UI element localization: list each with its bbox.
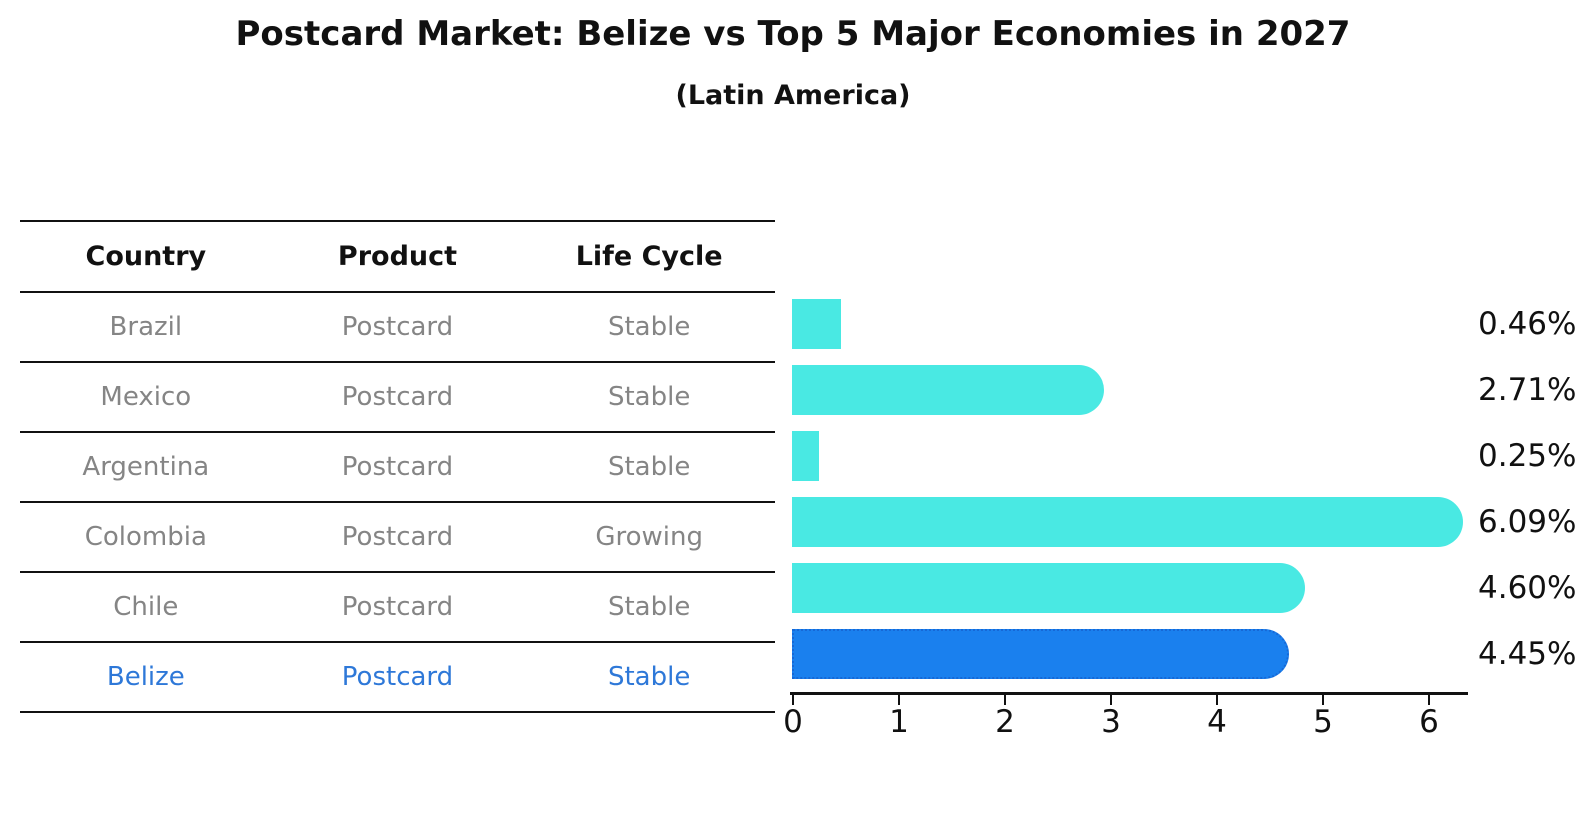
cell-country: Argentina <box>20 432 272 503</box>
value-label: 4.60% <box>1478 570 1577 606</box>
table-row: Colombia Postcard Growing <box>20 502 775 573</box>
bar-brazil <box>792 299 841 349</box>
cell-country: Chile <box>20 572 272 643</box>
cell-product: Postcard <box>271 292 524 363</box>
table-row: Belize Postcard Stable <box>20 642 775 713</box>
cell-life-cycle: Stable <box>523 362 775 433</box>
column-header-country: Country <box>20 220 272 293</box>
value-label: 4.45% <box>1478 636 1577 672</box>
cell-life-cycle: Stable <box>523 572 775 643</box>
table-row: Mexico Postcard Stable <box>20 362 775 433</box>
value-label: 2.71% <box>1478 372 1577 408</box>
x-axis-tick-label: 5 <box>1313 704 1333 740</box>
x-axis-tick-label: 6 <box>1419 704 1439 740</box>
bar-belize <box>792 629 1289 679</box>
cell-life-cycle: Growing <box>523 502 775 573</box>
x-axis-tick <box>1109 692 1113 705</box>
country-table: Country Product Life Cycle Brazil Postca… <box>20 220 775 713</box>
chart-subtitle: (Latin America) <box>675 80 911 111</box>
cell-product: Postcard <box>271 572 524 643</box>
bar-mexico <box>792 365 1105 415</box>
cell-country: Belize <box>20 642 272 713</box>
table-row: Argentina Postcard Stable <box>20 432 775 503</box>
x-axis-tick-label: 3 <box>1101 704 1121 740</box>
cell-product: Postcard <box>271 362 524 433</box>
cell-product: Postcard <box>271 502 524 573</box>
bar-chile <box>792 563 1305 613</box>
x-axis-tick <box>1215 692 1219 705</box>
cell-life-cycle: Stable <box>523 292 775 363</box>
x-axis-tick-label: 4 <box>1207 704 1227 740</box>
cell-life-cycle: Stable <box>523 432 775 503</box>
x-axis-tick-label: 2 <box>995 704 1015 740</box>
table-row: Chile Postcard Stable <box>20 572 775 643</box>
bar-colombia <box>792 497 1463 547</box>
cell-country: Colombia <box>20 502 272 573</box>
cell-country: Brazil <box>20 292 272 363</box>
x-axis-tick <box>1321 692 1325 705</box>
table-row: Brazil Postcard Stable <box>20 292 775 363</box>
column-header-product: Product <box>271 220 524 293</box>
value-label: 0.25% <box>1478 438 1577 474</box>
cell-country: Mexico <box>20 362 272 433</box>
cell-product: Postcard <box>271 642 524 713</box>
x-axis-tick <box>1427 692 1431 705</box>
table-header-row: Country Product Life Cycle <box>20 220 775 293</box>
cell-product: Postcard <box>271 432 524 503</box>
column-header-life-cycle: Life Cycle <box>523 220 775 293</box>
x-axis-tick-label: 1 <box>889 704 909 740</box>
cell-life-cycle: Stable <box>523 642 775 713</box>
x-axis-tick <box>897 692 901 705</box>
bar-argentina <box>792 431 819 481</box>
chart-title: Postcard Market: Belize vs Top 5 Major E… <box>235 14 1351 54</box>
x-axis-line <box>790 692 1468 695</box>
x-axis-tick <box>791 692 795 705</box>
value-label: 0.46% <box>1478 306 1577 342</box>
x-axis-tick <box>1003 692 1007 705</box>
value-label: 6.09% <box>1478 504 1577 540</box>
